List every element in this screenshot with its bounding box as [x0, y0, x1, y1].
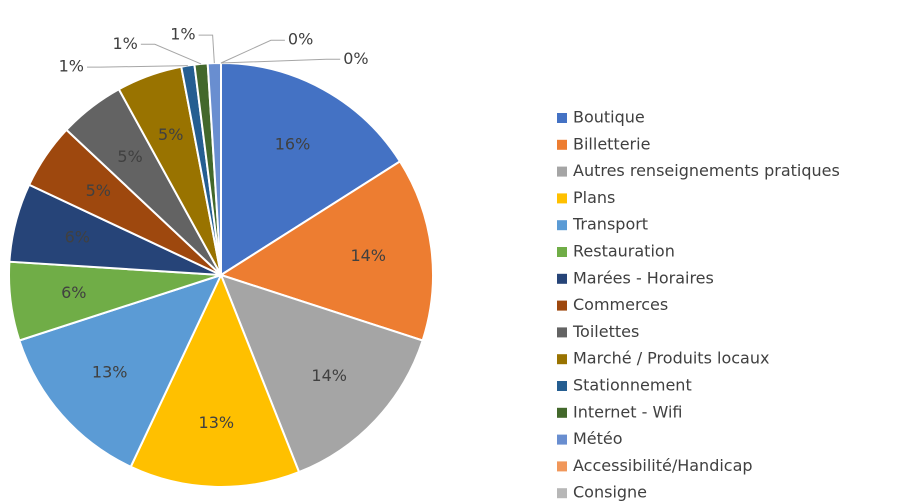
legend-label: Accessibilité/Handicap — [573, 456, 753, 475]
data-label: 0% — [288, 30, 313, 49]
legend-label: Boutique — [573, 108, 645, 127]
data-label: 5% — [158, 125, 183, 144]
data-label: 6% — [65, 228, 90, 247]
data-label: 6% — [61, 283, 86, 302]
pie-slice — [129, 272, 301, 488]
legend-label: Marché / Produits locaux — [573, 349, 769, 368]
legend-marker — [557, 381, 567, 391]
data-label: 14% — [350, 246, 386, 265]
legend-marker — [557, 247, 567, 257]
leader-line — [220, 39, 285, 64]
data-label: 1% — [59, 57, 84, 76]
legend-marker — [557, 461, 567, 472]
pie-slice — [18, 273, 223, 469]
legend-label: Plans — [573, 188, 615, 207]
data-label: 1% — [112, 34, 137, 53]
legend-label: Météo — [573, 429, 623, 448]
legend-marker — [557, 354, 567, 365]
legend-label: Marées - Horaires — [573, 268, 714, 287]
leader-line — [198, 34, 215, 64]
legend-label: Commerces — [573, 295, 668, 314]
legend-marker — [557, 113, 567, 123]
legend-label: Autres renseignements pratiques — [573, 161, 840, 180]
data-label: 1% — [170, 25, 195, 44]
legend-marker — [557, 407, 567, 418]
legend-label: Consigne — [573, 483, 647, 502]
legend-marker — [557, 327, 567, 338]
legend-label: Stationnement — [573, 376, 692, 395]
data-label: 0% — [343, 49, 368, 68]
legend-marker — [557, 139, 567, 150]
pie-slice — [220, 61, 402, 277]
data-label: 5% — [117, 147, 142, 166]
leader-line — [220, 58, 341, 64]
legend-label: Internet - Wifi — [573, 402, 682, 421]
data-label: 14% — [311, 366, 347, 385]
legend-label: Transport — [572, 215, 648, 234]
legend-label: Restauration — [573, 242, 675, 261]
data-label: 5% — [86, 181, 111, 200]
legend-label: Billetterie — [573, 134, 650, 153]
leader-line — [87, 65, 188, 68]
legend-label: Toilettes — [572, 322, 639, 341]
leader-line — [140, 43, 202, 65]
legend-marker — [557, 300, 567, 311]
pie-slice — [219, 273, 424, 474]
legend-marker — [557, 166, 567, 177]
data-label: 13% — [92, 363, 128, 382]
data-label: 13% — [199, 413, 235, 432]
legend-marker — [557, 220, 567, 231]
legend-marker — [557, 193, 567, 204]
legend-marker — [557, 434, 567, 445]
legend-marker — [557, 273, 567, 284]
data-label: 16% — [275, 134, 311, 153]
pie-slice — [218, 160, 434, 342]
legend-marker — [557, 488, 567, 499]
